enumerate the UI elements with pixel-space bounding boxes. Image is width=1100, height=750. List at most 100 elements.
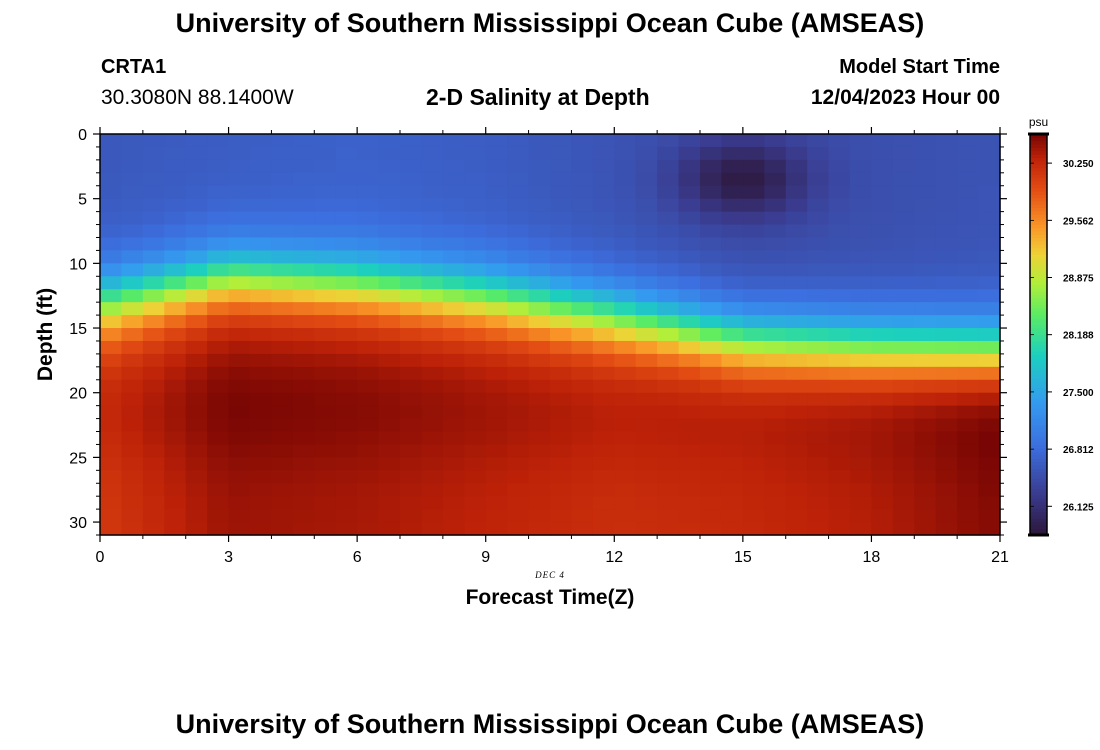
heatmap-cell	[828, 509, 851, 523]
heatmap-cell	[207, 289, 230, 303]
heatmap-cell	[785, 431, 808, 446]
heatmap-cell	[207, 405, 230, 420]
heatmap-cell	[100, 328, 123, 342]
heatmap-cell	[185, 276, 208, 290]
heatmap-cell	[700, 198, 723, 213]
heatmap-cell	[592, 444, 615, 458]
heatmap-cell	[378, 522, 401, 536]
heatmap-cell	[614, 379, 637, 394]
heatmap-cell	[635, 340, 658, 355]
heatmap-cell	[871, 315, 894, 329]
heatmap-cell	[485, 289, 508, 303]
colorbar-segment	[1030, 324, 1047, 329]
heatmap-cell	[592, 431, 615, 446]
heatmap-cell	[678, 211, 701, 226]
heatmap-cell	[785, 444, 808, 458]
heatmap-cell	[935, 315, 958, 329]
heatmap-cell	[207, 522, 230, 536]
heatmap-cell	[592, 366, 615, 381]
heatmap-cell	[164, 444, 187, 458]
heatmap-cell	[657, 366, 680, 381]
heatmap-cell	[657, 379, 680, 394]
heatmap-cell	[207, 315, 230, 329]
heatmap-cell	[164, 340, 187, 355]
heatmap-cell	[550, 159, 573, 174]
heatmap-cell	[357, 302, 380, 316]
colorbar-segment	[1030, 137, 1047, 142]
heatmap-cell	[485, 211, 508, 226]
heatmap-cell	[892, 276, 915, 290]
heatmap-cell	[721, 289, 744, 303]
heatmap-cell	[850, 418, 873, 433]
heatmap-cell	[871, 470, 894, 484]
heatmap-cell	[635, 366, 658, 381]
heatmap-cell	[957, 457, 980, 471]
colorbar-segment	[1030, 458, 1047, 463]
heatmap-cell	[850, 366, 873, 381]
colorbar-segment	[1030, 170, 1047, 175]
heatmap-cell	[721, 444, 744, 458]
heatmap-cell	[421, 328, 444, 342]
heatmap-cell	[207, 237, 230, 252]
heatmap-cell	[250, 211, 273, 226]
heatmap-cell	[935, 211, 958, 226]
heatmap-cell	[550, 366, 573, 381]
colorbar-segment	[1030, 367, 1047, 372]
heatmap-cell	[550, 431, 573, 446]
heatmap-cell	[142, 483, 165, 497]
heatmap-cell	[764, 263, 787, 277]
heatmap-cell	[614, 353, 637, 368]
heatmap-cell	[571, 159, 594, 174]
heatmap-cell	[550, 483, 573, 497]
heatmap-cell	[335, 172, 358, 187]
heatmap-cell	[957, 431, 980, 446]
heatmap-cell	[507, 379, 530, 394]
heatmap-cell	[764, 353, 787, 368]
heatmap-cell	[400, 224, 423, 239]
heatmap-cell	[978, 302, 1001, 316]
heatmap-cell	[850, 379, 873, 394]
heatmap-cell	[507, 457, 530, 471]
heatmap-cell	[378, 366, 401, 381]
colorbar-segment	[1030, 394, 1047, 399]
heatmap-cell	[485, 444, 508, 458]
heatmap-cell	[121, 522, 144, 536]
colorbar-segment	[1030, 431, 1047, 436]
heatmap-cell	[121, 379, 144, 394]
heatmap-cell	[785, 198, 808, 213]
heatmap-cell	[978, 418, 1001, 433]
heatmap-cell	[507, 263, 530, 277]
heatmap-cell	[914, 379, 937, 394]
heatmap-cell	[807, 185, 830, 200]
heatmap-cell	[978, 379, 1001, 394]
heatmap-cell	[400, 315, 423, 329]
heatmap-cell	[914, 496, 937, 510]
heatmap-cell	[592, 134, 615, 148]
heatmap-cell	[207, 250, 230, 264]
heatmap-cell	[357, 315, 380, 329]
heatmap-cell	[228, 263, 251, 277]
heatmap-cell	[785, 224, 808, 239]
heatmap-cell	[742, 328, 765, 342]
heatmap-cell	[871, 418, 894, 433]
heatmap-cell	[378, 263, 401, 277]
heatmap-cell	[507, 250, 530, 264]
heatmap-cell	[935, 289, 958, 303]
heatmap-cell	[378, 418, 401, 433]
colorbar-segment	[1030, 444, 1047, 449]
heatmap-cell	[250, 496, 273, 510]
heatmap-cell	[571, 224, 594, 239]
colorbar-segment	[1030, 327, 1047, 332]
heatmap-cell	[121, 198, 144, 213]
heatmap-cell	[764, 392, 787, 407]
colorbar-segment	[1030, 304, 1047, 309]
heatmap-cell	[185, 405, 208, 420]
heatmap-cell	[657, 315, 680, 329]
colorbar-segment	[1030, 428, 1047, 433]
heatmap-cell	[357, 431, 380, 446]
heatmap-cell	[764, 237, 787, 252]
heatmap-cell	[207, 198, 230, 213]
heatmap-cell	[785, 392, 808, 407]
heatmap-cell	[507, 302, 530, 316]
heatmap-cell	[442, 496, 465, 510]
